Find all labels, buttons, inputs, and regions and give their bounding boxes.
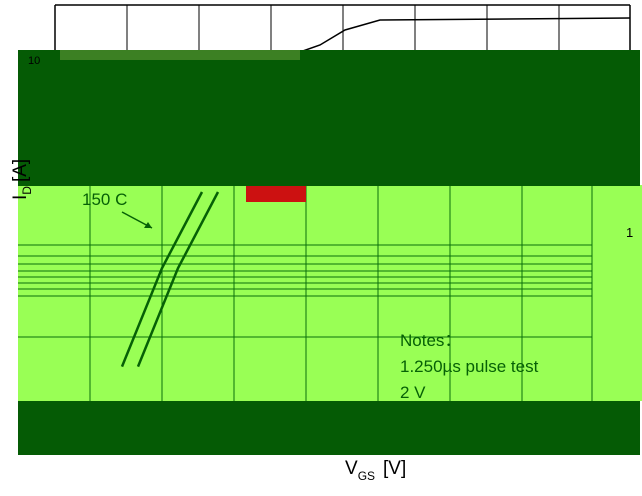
bottom-mask-band <box>18 401 640 455</box>
red-highlight <box>246 186 306 202</box>
upper-curve-fragment <box>299 17 631 53</box>
x-axis-main: V <box>345 458 358 479</box>
top-mask-band <box>18 50 640 186</box>
plot-background <box>18 185 622 401</box>
y-axis-label: ID [A] <box>10 159 34 200</box>
noise-strip <box>60 50 300 60</box>
notes-line-1: 1.250µs pulse test <box>400 357 539 376</box>
svg-text:ID[A]: ID [A] <box>10 159 34 200</box>
transfer-curve <box>136 191 220 368</box>
transfer-curve <box>120 191 204 368</box>
notes-line-2: 2 V <box>400 383 426 402</box>
temperature-label: 150 C <box>82 190 127 209</box>
x-axis-unit: [V] <box>383 458 406 479</box>
x-axis-sub: GS <box>358 469 375 483</box>
curves <box>120 191 220 368</box>
right-edge-area <box>592 185 642 401</box>
temperature-arrow-head <box>144 222 152 228</box>
y-tick-label: 1 <box>626 225 633 240</box>
y-axis-unit: [A] <box>10 159 31 182</box>
y-axis-main: I <box>10 195 31 200</box>
y-tick-label: 10 <box>28 55 40 67</box>
notes-title: Notes： <box>400 331 461 350</box>
x-axis-label: VGS [V] <box>345 458 406 483</box>
y-axis-sub: D <box>20 186 34 195</box>
plot-grid <box>18 185 593 401</box>
upper-frame <box>54 4 631 52</box>
